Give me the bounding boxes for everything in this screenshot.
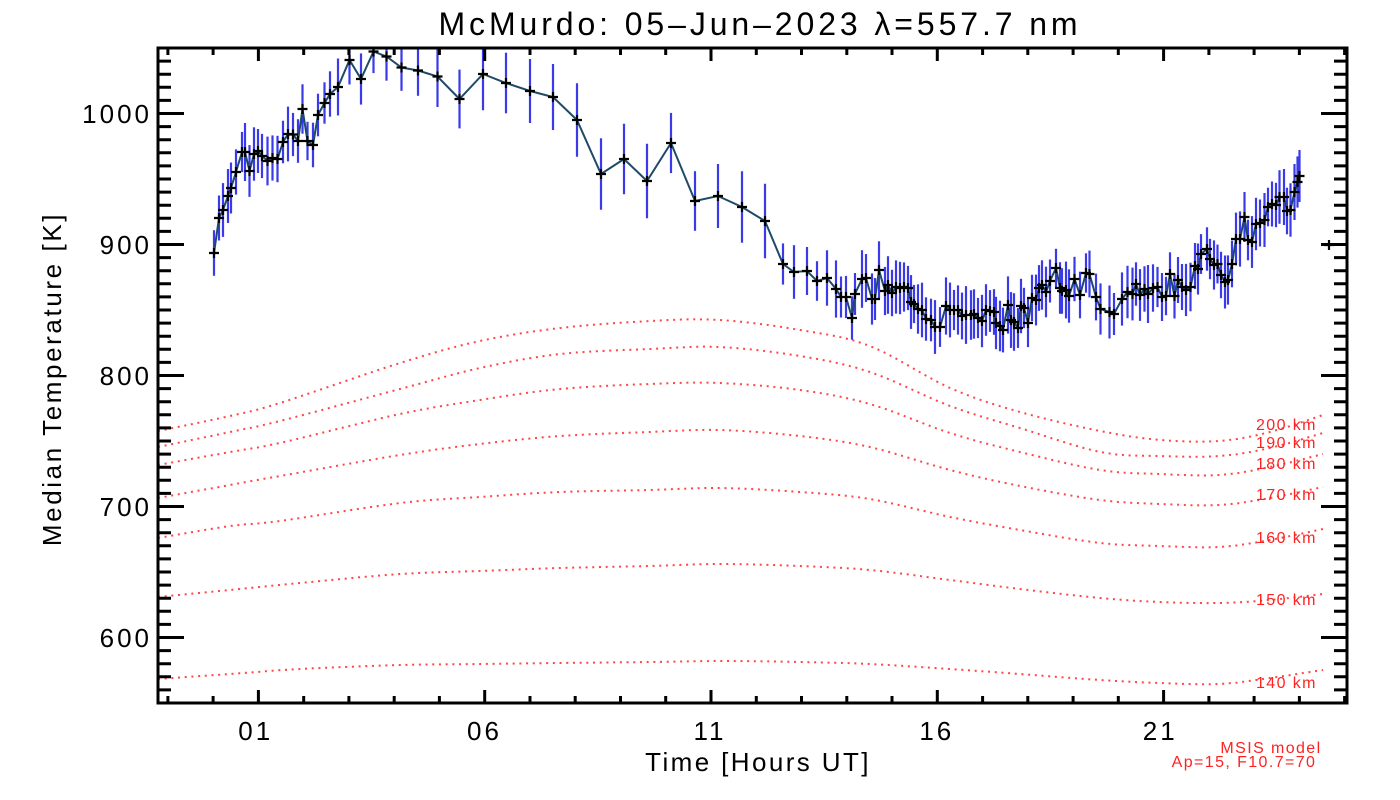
svg-text:800: 800 <box>100 361 152 391</box>
svg-text:170 km: 170 km <box>1256 487 1317 504</box>
svg-text:21: 21 <box>1143 716 1178 746</box>
svg-text:MSIS model: MSIS model <box>1220 740 1321 757</box>
svg-text:11: 11 <box>694 716 727 746</box>
svg-text:600: 600 <box>100 623 152 653</box>
svg-text:900: 900 <box>100 230 152 260</box>
svg-text:140 km: 140 km <box>1256 675 1317 692</box>
svg-text:700: 700 <box>100 492 152 522</box>
svg-text:Time [Hours UT]: Time [Hours UT] <box>645 747 871 777</box>
svg-text:190 km: 190 km <box>1256 435 1317 452</box>
svg-text:16: 16 <box>919 716 954 746</box>
svg-text:1000: 1000 <box>82 99 152 129</box>
svg-text:01: 01 <box>238 716 273 746</box>
svg-text:Median Temperature [K]: Median Temperature [K] <box>37 212 67 546</box>
svg-text:180 km: 180 km <box>1256 456 1317 473</box>
svg-text:Ap=15, F10.7=70: Ap=15, F10.7=70 <box>1172 754 1317 771</box>
svg-text:150 km: 150 km <box>1256 592 1317 609</box>
svg-text:160 km: 160 km <box>1256 530 1317 547</box>
svg-text:200 km: 200 km <box>1256 417 1317 434</box>
svg-text:06: 06 <box>467 716 502 746</box>
svg-text:McMurdo: 05–Jun–2023 λ=557.7 n: McMurdo: 05–Jun–2023 λ=557.7 nm <box>438 6 1081 42</box>
